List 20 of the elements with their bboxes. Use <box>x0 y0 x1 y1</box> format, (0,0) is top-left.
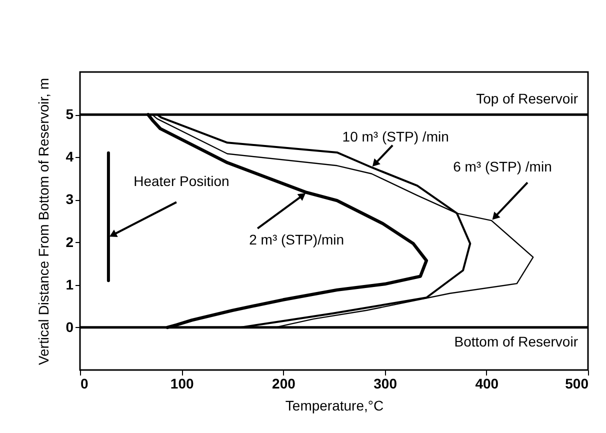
y-axis-title: Vertical Distance From Bottom of Reservoir, m <box>36 78 52 366</box>
y-tick-label: 2 <box>66 234 74 250</box>
x-tick-label: 100 <box>170 376 194 392</box>
ref-line-label: Top of Reservoir <box>476 90 578 107</box>
x-axis-title: Temperature,°C <box>285 398 384 414</box>
y-tick-label: 3 <box>66 191 74 208</box>
y-tick-label: 1 <box>66 276 74 292</box>
y-tick-label: 5 <box>66 106 74 122</box>
x-tick-label: 0 <box>80 376 88 392</box>
y-tick-label: 0 <box>66 318 74 335</box>
x-tick-label: 200 <box>272 376 296 392</box>
y-tick-label: 4 <box>66 148 74 165</box>
x-tick-label: 500 <box>565 376 589 392</box>
annotation: 6 m³ (STP) /min <box>453 158 552 175</box>
x-tick-label: 300 <box>374 376 398 392</box>
x-tick-label: 400 <box>475 376 499 392</box>
annotation: 2 m³ (STP)/min <box>249 231 344 248</box>
annotation: Heater Position <box>134 173 230 190</box>
ref-line-label: Bottom of Reservoir <box>454 333 578 350</box>
annotation: 10 m³ (STP) /min <box>342 128 449 144</box>
